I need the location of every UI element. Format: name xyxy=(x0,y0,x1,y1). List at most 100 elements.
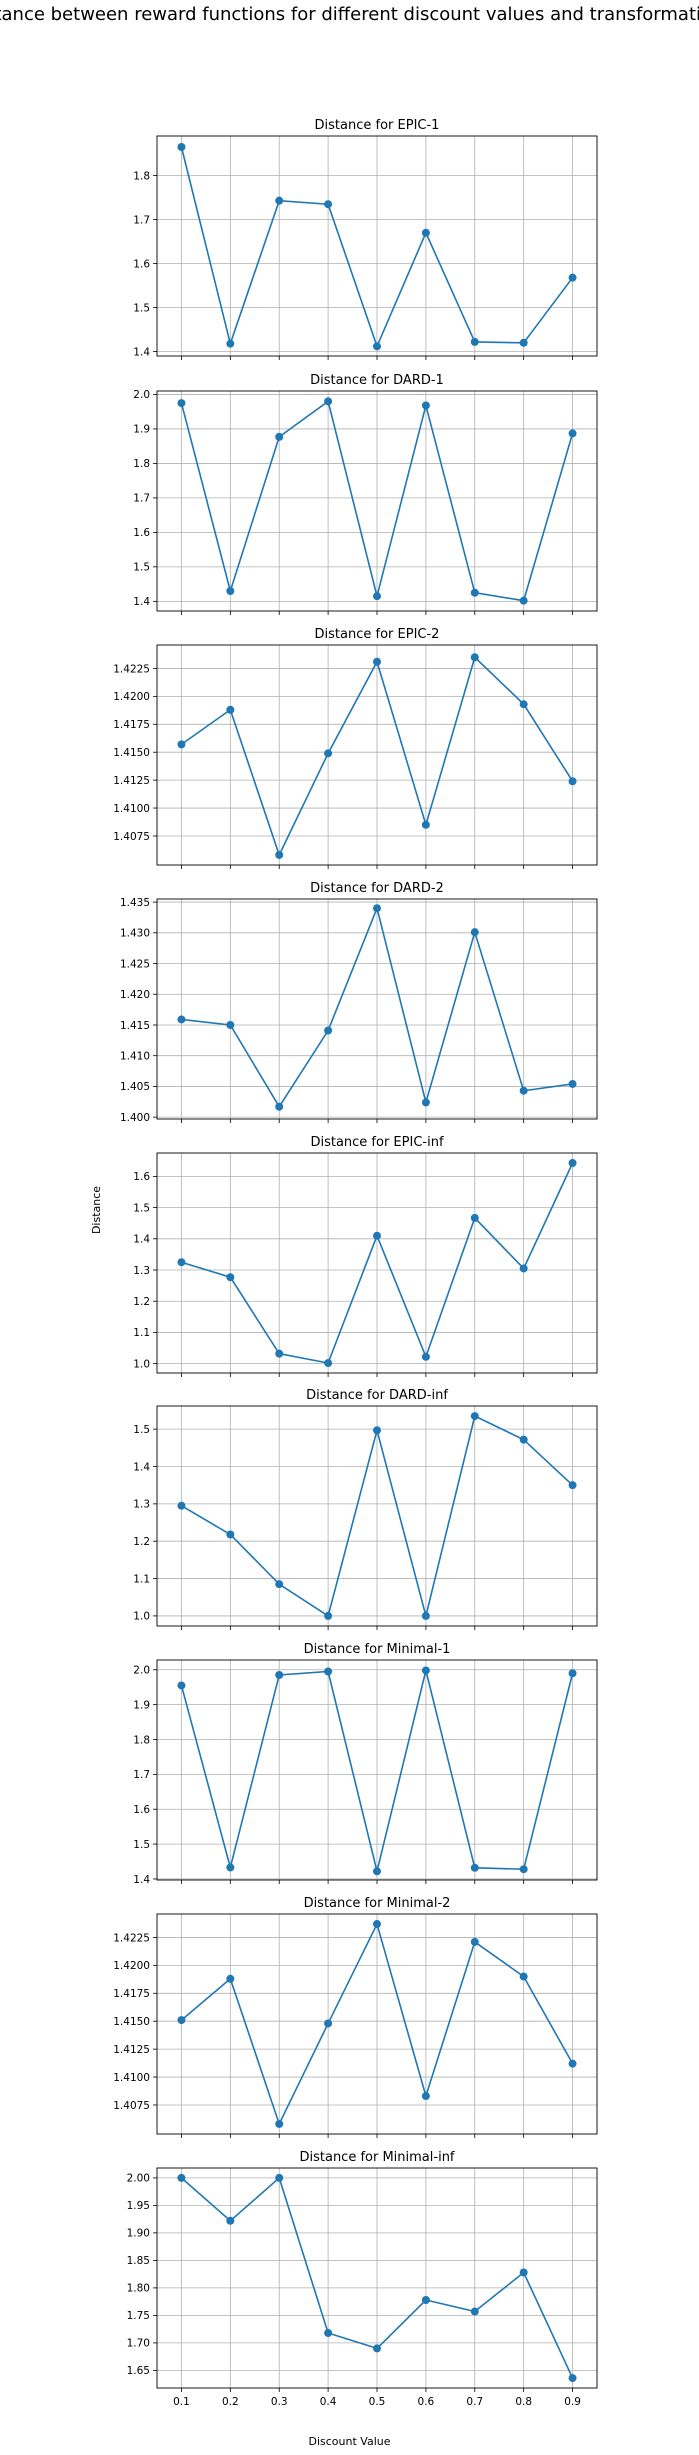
data-point xyxy=(226,1974,235,1983)
y-tick-label: 1.405 xyxy=(120,1081,150,1093)
data-point xyxy=(568,2374,577,2383)
data-point xyxy=(470,2307,479,2316)
y-tick-label: 1.4075 xyxy=(113,831,150,843)
subplot-6: 1.0 1.1 1.2 1.3 1.4 1.5 Distance for DARD-inf xyxy=(133,1388,598,1630)
data-point xyxy=(177,143,186,151)
y-tick-label: 1.425 xyxy=(120,958,150,970)
subplot-title: Distance for Minimal-inf xyxy=(299,2150,454,2165)
data-point xyxy=(177,399,186,408)
axes-frame xyxy=(156,898,598,1120)
y-tick-label: 1.5 xyxy=(133,1839,150,1851)
axes-frame xyxy=(156,135,598,357)
data-point xyxy=(373,1867,381,1876)
subplot-panels: 1.4 1.5 1.6 1.7 1.8 Distance for EPIC-1 1.4 1.5… xyxy=(113,118,598,2408)
x-tick-label: 0.2 xyxy=(222,2396,239,2408)
data-point xyxy=(373,1920,381,1929)
data-point xyxy=(324,1026,333,1035)
data-point xyxy=(177,1501,186,1510)
data-point xyxy=(519,1435,528,1444)
y-tick-label: 1.95 xyxy=(127,2200,150,2212)
data-point xyxy=(177,1015,186,1024)
data-point xyxy=(421,1352,430,1361)
data-point xyxy=(470,588,479,597)
axes-frame xyxy=(156,1659,598,1881)
data-point xyxy=(519,1865,528,1874)
data-point xyxy=(324,1667,333,1676)
data-point xyxy=(470,1937,479,1946)
subplot-title: Distance for Minimal-2 xyxy=(304,1896,451,1911)
figure-suptitle: Distance between reward functions for di… xyxy=(0,4,699,25)
data-point xyxy=(226,1273,235,1282)
y-tick-label: 1.3 xyxy=(133,1265,150,1277)
y-tick-label: 1.4100 xyxy=(113,803,150,815)
data-point xyxy=(226,587,235,595)
data-point xyxy=(568,1158,577,1167)
subplot-title: Distance for EPIC-inf xyxy=(310,1135,443,1150)
y-tick-label: 1.0 xyxy=(133,1358,150,1370)
x-tick-label: 0.1 xyxy=(173,2396,190,2408)
y-tick-label: 1.70 xyxy=(127,2338,150,2350)
data-point xyxy=(324,1611,333,1620)
y-tick-label: 1.6 xyxy=(133,527,150,539)
y-tick-label: 1.4125 xyxy=(113,775,150,787)
x-tick-label: 0.9 xyxy=(564,2396,581,2408)
data-point xyxy=(324,2329,333,2337)
axes-frame xyxy=(156,1152,598,1374)
data-point xyxy=(324,2019,333,2028)
y-tick-label: 1.85 xyxy=(127,2255,150,2267)
data-point xyxy=(177,2173,186,2182)
y-tick-label: 1.4175 xyxy=(113,1988,150,2000)
y-tick-label: 1.3 xyxy=(133,1499,150,1511)
y-tick-label: 1.0 xyxy=(133,1611,150,1623)
y-tick-label: 1.4100 xyxy=(113,2072,150,2084)
data-point xyxy=(568,429,577,438)
data-point xyxy=(519,1972,528,1981)
y-tick-label: 1.435 xyxy=(120,897,150,909)
data-point xyxy=(373,2344,381,2353)
data-point xyxy=(373,342,381,351)
data-point xyxy=(226,705,235,714)
y-tick-label: 1.4225 xyxy=(113,663,150,675)
data-point xyxy=(275,1102,284,1111)
y-tick-label: 1.6 xyxy=(133,1171,150,1183)
data-point xyxy=(568,1079,577,1088)
data-point xyxy=(568,1669,577,1678)
subplot-3: 1.4075 1.4100 1.4125 1.4150 1.4175 1.4200 1.42… xyxy=(113,627,598,869)
y-tick-label: 1.4 xyxy=(133,1234,150,1246)
axes-frame xyxy=(156,1405,598,1627)
y-tick-label: 2.0 xyxy=(133,1665,150,1677)
subplot-title: Distance for EPIC-2 xyxy=(315,627,440,642)
data-point xyxy=(177,740,186,749)
x-axis-label: Discount Value xyxy=(309,2435,391,2448)
data-point xyxy=(226,2216,235,2225)
data-point xyxy=(324,397,333,406)
data-point xyxy=(275,1349,284,1358)
data-point xyxy=(275,1670,284,1679)
data-point xyxy=(470,653,479,662)
data-point xyxy=(373,1231,381,1240)
data-point xyxy=(275,2173,284,2182)
axes-frame xyxy=(156,390,598,612)
y-tick-label: 1.410 xyxy=(120,1051,150,1063)
y-tick-label: 1.2 xyxy=(133,1296,150,1308)
y-tick-label: 1.8 xyxy=(133,458,150,470)
x-tick-label: 0.3 xyxy=(271,2396,288,2408)
data-point xyxy=(519,596,528,605)
data-point xyxy=(470,337,479,346)
subplot-4: 1.400 1.405 1.410 1.415 1.420 1.425 1.430 1.435… xyxy=(120,881,598,1124)
y-tick-label: 1.400 xyxy=(120,1112,150,1124)
y-tick-label: 1.4 xyxy=(133,596,150,608)
data-point xyxy=(519,1086,528,1095)
data-point xyxy=(275,432,284,441)
subplot-title: Distance for EPIC-1 xyxy=(315,118,440,133)
subplot-9: 0.1 0.2 0.3 0.4 0.5 0.6 0.7 0.8 0.9 1.65 1.70 1.75 1… xyxy=(127,2150,598,2408)
data-point xyxy=(373,904,381,913)
data-point xyxy=(421,1098,430,1107)
y-tick-label: 1.4075 xyxy=(113,2100,150,2112)
data-point xyxy=(519,338,528,347)
data-point xyxy=(421,401,430,410)
y-tick-label: 1.415 xyxy=(120,1020,150,1032)
y-tick-label: 1.1 xyxy=(133,1327,150,1339)
data-point xyxy=(373,1426,381,1435)
